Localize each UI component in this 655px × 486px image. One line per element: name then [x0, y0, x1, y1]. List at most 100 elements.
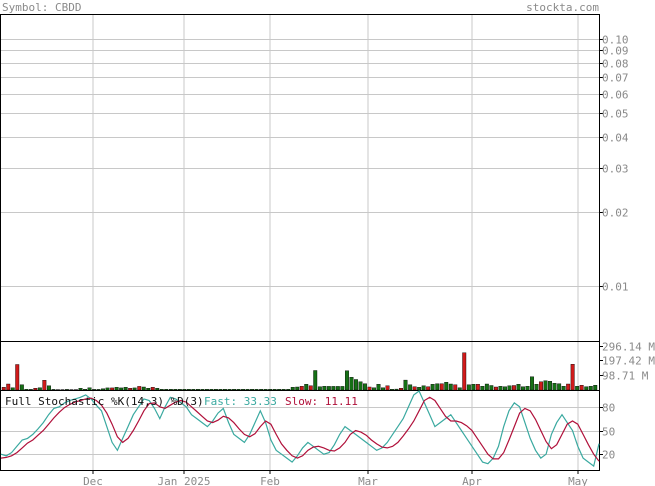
volume-bar — [367, 386, 372, 391]
volume-bar — [453, 384, 458, 391]
volume-bar — [308, 385, 313, 391]
volume-bar — [1, 387, 6, 391]
volume-bar — [358, 381, 363, 391]
volume-bar — [507, 385, 512, 391]
volume-bar — [33, 388, 38, 391]
volume-bar — [123, 387, 128, 391]
volume-bar — [484, 383, 489, 391]
volume-bar — [435, 383, 440, 391]
volume-bar — [232, 389, 237, 391]
volume-bar — [209, 389, 214, 391]
volume-tick-label: 197.42 M — [602, 355, 655, 368]
volume-bar — [146, 388, 151, 391]
volume-bar — [340, 386, 345, 391]
volume-bar — [110, 387, 115, 391]
volume-bar — [186, 389, 191, 391]
volume-bar — [584, 386, 589, 391]
stochastic-lines — [0, 390, 600, 468]
x-axis: Dec Jan 2025 Feb Mar Apr May — [83, 470, 588, 486]
volume-bar — [552, 383, 557, 391]
x-tick-label: May — [568, 475, 588, 486]
volume-bar — [295, 386, 300, 391]
volume-bar — [268, 389, 273, 391]
volume-bar — [96, 389, 101, 391]
volume-bar — [19, 384, 24, 391]
volume-bar — [299, 386, 304, 391]
volume-bars — [1, 352, 598, 391]
price-tick-label: 0.07 — [602, 72, 629, 85]
volume-bar — [281, 389, 286, 391]
volume-bar — [213, 389, 218, 391]
volume-bar — [394, 388, 399, 391]
volume-bar — [557, 383, 562, 391]
volume-bar — [304, 384, 309, 391]
volume-bar — [512, 385, 516, 391]
fast-line — [0, 390, 600, 468]
volume-bar — [525, 386, 530, 391]
stochastic-title: Full Stochastic %K(14,3) %D(3) — [5, 395, 204, 408]
volume-bar — [326, 386, 331, 391]
volume-bar — [575, 386, 580, 391]
volume-bar — [182, 389, 187, 391]
volume-bar — [539, 381, 543, 391]
volume-bar — [10, 387, 15, 391]
volume-bar — [137, 386, 142, 391]
volume-bar — [385, 385, 390, 391]
volume-bar — [390, 389, 394, 391]
volume-bar — [354, 379, 358, 391]
volume-bar — [322, 386, 327, 391]
volume-bar — [204, 389, 209, 391]
x-tick-label: Jan 2025 — [158, 475, 211, 486]
volume-bar — [24, 389, 29, 391]
volume-bar — [164, 389, 169, 391]
volume-bar — [83, 389, 88, 391]
volume-bar — [236, 389, 241, 391]
volume-tick-label: 98.71 M — [602, 370, 649, 383]
site-label: stockta.com — [526, 1, 599, 14]
volume-bar — [227, 389, 232, 391]
x-tick-label: Apr — [462, 475, 482, 486]
stochastic-tick-label: 80 — [602, 402, 615, 415]
x-tick-label: Mar — [358, 475, 378, 486]
volume-bar — [241, 389, 246, 391]
price-tick-label: 0.10 — [602, 34, 629, 47]
volume-bar — [426, 386, 431, 391]
price-tick-label: 0.09 — [602, 45, 629, 58]
volume-bar — [159, 389, 164, 391]
volume-bar — [421, 385, 426, 391]
volume-bar — [480, 386, 485, 391]
volume-bar — [381, 387, 385, 391]
volume-bar — [462, 352, 467, 391]
volume-bar — [457, 387, 462, 391]
volume-bar — [114, 387, 119, 391]
volume-bar — [28, 389, 33, 391]
volume-bar — [87, 387, 92, 391]
volume-bar — [177, 389, 182, 391]
volume-bar — [466, 384, 471, 391]
volume-bar — [412, 386, 417, 391]
volume-bar — [331, 386, 336, 391]
volume-bar — [516, 384, 521, 391]
volume-bar — [430, 384, 435, 391]
price-tick-label: 0.03 — [602, 163, 629, 176]
price-tick-label: 0.04 — [602, 132, 629, 145]
volume-bar — [64, 389, 69, 391]
volume-bar — [290, 387, 295, 391]
volume-bar — [317, 386, 322, 391]
volume-bar — [92, 389, 97, 391]
volume-bar — [417, 387, 422, 391]
volume-bar — [543, 380, 548, 391]
volume-bar — [141, 386, 146, 391]
volume-bar — [593, 385, 598, 391]
volume-bar — [349, 377, 354, 391]
x-tick-label: Dec — [83, 475, 103, 486]
volume-bar — [579, 385, 584, 391]
volume-bar — [494, 386, 498, 391]
volume-bar — [222, 389, 227, 391]
volume-bar — [101, 388, 106, 391]
volume-bar — [588, 386, 593, 391]
volume-bar — [372, 387, 376, 391]
volume-bar — [475, 384, 480, 391]
volume-bar — [150, 387, 155, 391]
